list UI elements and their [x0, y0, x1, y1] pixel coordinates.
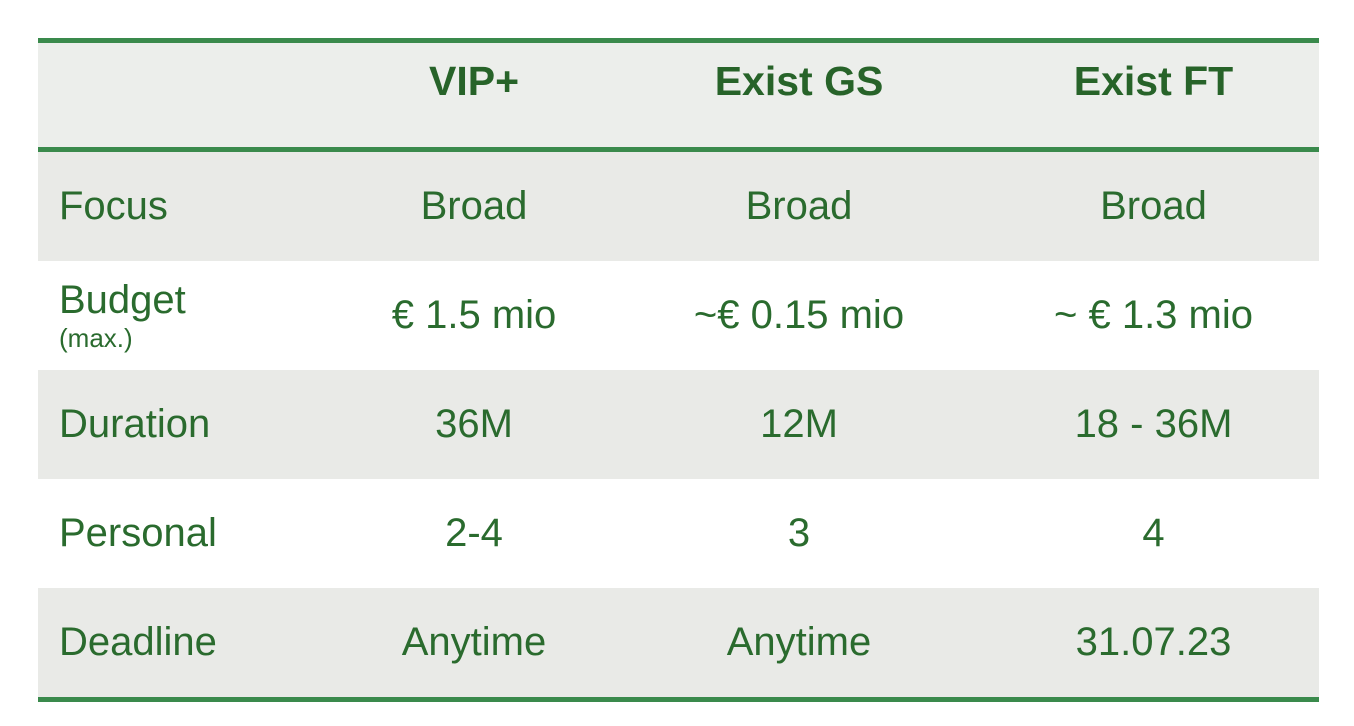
- row-label-budget-cell: Budget (max.): [38, 279, 338, 352]
- header-exist-gs: Exist GS: [714, 57, 884, 104]
- table-bottom-rule: [38, 697, 1319, 702]
- table-row-deadline: Deadline Anytime Anytime 31.07.23: [38, 588, 1319, 697]
- cell-budget-vip-plus: € 1.5 mio: [391, 293, 557, 337]
- row-label-focus: Focus: [59, 184, 168, 228]
- row-label-personal: Personal: [59, 511, 217, 555]
- cell-duration-vip-plus: 36M: [435, 402, 513, 446]
- row-label-deadline: Deadline: [59, 620, 217, 664]
- cell-focus-exist-gs: Broad: [745, 184, 853, 228]
- header-exist-ft: Exist FT: [1073, 57, 1234, 104]
- table-row-focus: Focus Broad Broad Broad: [38, 152, 1319, 261]
- table-top-rule: [38, 38, 1319, 43]
- row-label-budget: Budget: [59, 277, 186, 322]
- cell-personal-exist-ft: 4: [1142, 511, 1165, 555]
- cell-duration-exist-ft: 18 - 36M: [1074, 402, 1233, 446]
- cell-budget-exist-gs: ~€ 0.15 mio: [693, 293, 905, 337]
- table-row-personal: Personal 2-4 3 4: [38, 479, 1319, 588]
- cell-focus-vip-plus: Broad: [420, 184, 528, 228]
- table-header-row: VIP+ Exist GS Exist FT: [38, 43, 1319, 147]
- header-vip-plus: VIP+: [428, 57, 520, 104]
- cell-budget-exist-ft: ~ € 1.3 mio: [1053, 293, 1253, 337]
- cell-personal-vip-plus: 2-4: [445, 511, 503, 555]
- table-header-rule: [38, 147, 1319, 152]
- cell-deadline-vip-plus: Anytime: [401, 620, 547, 664]
- cell-duration-exist-gs: 12M: [760, 402, 838, 446]
- row-sublabel-budget: (max.): [59, 322, 133, 353]
- cell-deadline-exist-gs: Anytime: [726, 620, 872, 664]
- cell-focus-exist-ft: Broad: [1100, 184, 1207, 228]
- cell-deadline-exist-ft: 31.07.23: [1075, 620, 1232, 664]
- table-row-duration: Duration 36M 12M 18 - 36M: [38, 370, 1319, 479]
- comparison-table: VIP+ Exist GS Exist FT Focus Broad Broad…: [38, 38, 1319, 702]
- row-label-duration: Duration: [59, 402, 211, 446]
- table-row-budget: Budget (max.) € 1.5 mio ~€ 0.15 mio ~ € …: [38, 261, 1319, 370]
- cell-personal-exist-gs: 3: [787, 511, 811, 555]
